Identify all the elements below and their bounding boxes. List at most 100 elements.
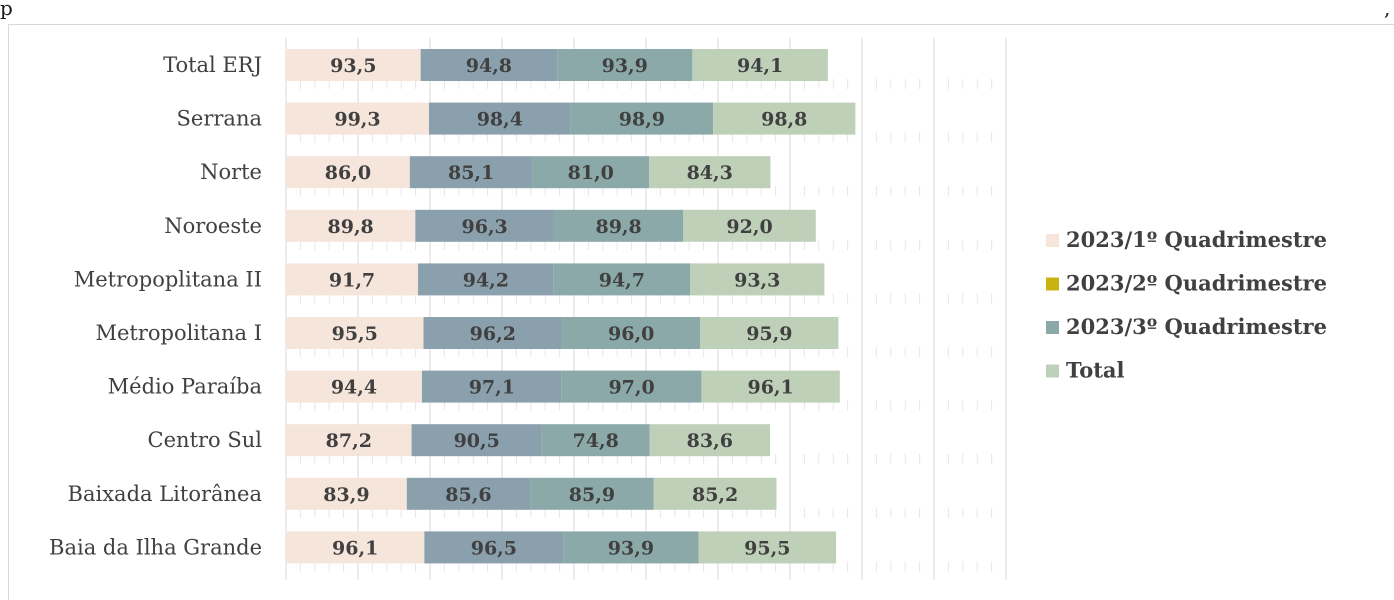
bar-segment [286, 102, 429, 135]
data-label: 90,5 [454, 430, 500, 452]
legend-label: 2023/2º Quadrimestre [1066, 271, 1327, 296]
data-label: 94,1 [737, 55, 783, 77]
category-label: Baixada Litorânea [68, 482, 262, 506]
bar-segment [286, 49, 421, 81]
category-label: Norte [200, 160, 262, 184]
data-label: 95,9 [746, 323, 792, 345]
data-label: 95,5 [332, 323, 378, 345]
category-label: Médio Paraíba [108, 375, 262, 399]
bar-segment [424, 531, 564, 564]
bar-segment [692, 49, 828, 81]
data-label: 97,1 [469, 377, 515, 399]
bar-segment [700, 317, 839, 349]
data-label: 97,0 [608, 377, 654, 399]
chart-frame [8, 24, 1394, 600]
legend-swatch [1046, 321, 1059, 334]
bar-segment [701, 370, 840, 403]
bar-segment [649, 156, 771, 189]
category-label: Metropolitana I [95, 321, 262, 345]
category-label: Noroeste [164, 214, 262, 238]
bar-segment [409, 156, 533, 189]
page-fragment-right: , [1384, 0, 1391, 20]
page-fragment-left: p [0, 0, 13, 20]
bar-segment [530, 477, 654, 510]
bar-segment [286, 424, 412, 457]
bar-segment [406, 477, 531, 510]
category-label: Metropoplitana II [74, 267, 262, 291]
bar-segment [557, 49, 693, 81]
data-label: 85,9 [569, 484, 615, 506]
data-label: 83,9 [323, 484, 369, 506]
bar-segment [286, 370, 422, 403]
legend-label: 2023/3º Quadrimestre [1066, 314, 1327, 339]
bar-segment [421, 370, 562, 403]
category-labels: Total ERJ Serrana Norte Noroeste Metropoplit… [49, 53, 262, 559]
data-label: 96,0 [608, 323, 654, 345]
data-label: 87,2 [326, 430, 372, 452]
data-label: 83,6 [687, 430, 733, 452]
data-label: 94,7 [599, 269, 645, 291]
bar-segment [286, 477, 407, 510]
data-label: 74,8 [573, 430, 619, 452]
data-label: 96,1 [332, 537, 378, 559]
category-label: Serrana [177, 107, 262, 131]
bar-segment [649, 424, 770, 457]
bar-segment [698, 531, 837, 564]
bar-segment [286, 317, 424, 349]
data-label: 89,8 [595, 216, 641, 238]
bar-segment [562, 317, 701, 349]
legend-label: 2023/1º Quadrimestre [1066, 227, 1327, 252]
bar-segment [428, 102, 571, 135]
bar-segment [418, 263, 554, 296]
category-label: Centro Sul [148, 428, 263, 452]
legend-swatch [1046, 277, 1059, 291]
category-label: Total ERJ [163, 53, 262, 77]
data-label: 85,1 [448, 162, 494, 184]
data-label: 96,1 [747, 377, 793, 399]
data-label: 99,3 [334, 109, 380, 131]
bar-segment [286, 209, 416, 242]
bar-segment [532, 156, 650, 189]
data-labels: 93,5 94,8 93,9 94,1 99,3 98,4 98,9 98,8 86,0 85,1… [323, 55, 807, 559]
bar-segment [541, 424, 650, 457]
data-label: 94,8 [466, 55, 512, 77]
data-label: 96,5 [471, 537, 517, 559]
category-label: Baia da Ilha Grande [49, 535, 262, 559]
data-label: 96,3 [462, 216, 508, 238]
data-label: 81,0 [568, 162, 614, 184]
bar-segment [683, 209, 816, 242]
bar-segment [690, 263, 825, 296]
data-label: 91,7 [329, 269, 375, 291]
data-label: 86,0 [325, 162, 371, 184]
data-label: 85,2 [692, 484, 738, 506]
legend-swatch [1046, 234, 1059, 247]
legend-label: Total [1066, 358, 1125, 383]
bar-segment [286, 156, 410, 189]
data-label: 94,2 [463, 269, 509, 291]
data-label: 93,3 [734, 269, 780, 291]
legend-swatch [1046, 364, 1059, 378]
data-label: 96,2 [470, 323, 516, 345]
data-label: 93,5 [330, 55, 376, 77]
data-label: 98,4 [477, 109, 523, 131]
data-label: 89,8 [328, 216, 374, 238]
bar-segment [423, 317, 563, 349]
bar-segment [286, 263, 419, 296]
bar-segment [713, 102, 856, 135]
data-label: 95,5 [744, 537, 790, 559]
data-label: 85,6 [445, 484, 491, 506]
bars [286, 49, 856, 564]
bar-segment [553, 263, 691, 296]
bar-segment [415, 209, 554, 242]
bar-segment [411, 424, 542, 457]
data-label: 92,0 [726, 216, 772, 238]
data-label: 93,9 [608, 537, 654, 559]
data-label: 98,8 [761, 109, 807, 131]
bar-segment [420, 49, 558, 81]
bar-segment [653, 477, 777, 510]
bar-segment [286, 531, 425, 564]
bar-segment [553, 209, 684, 242]
data-label: 94,4 [331, 377, 377, 399]
bar-segment [570, 102, 714, 135]
